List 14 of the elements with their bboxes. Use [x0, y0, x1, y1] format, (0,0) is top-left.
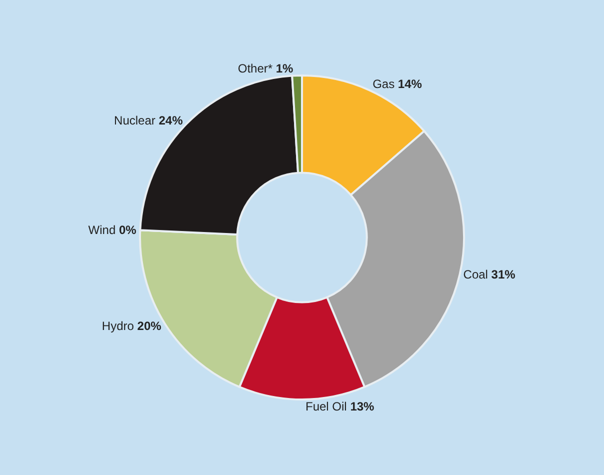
- category-label: Wind: [88, 223, 116, 238]
- slice-label: Nuclear: [114, 113, 156, 128]
- data-label: 20%: [137, 319, 162, 334]
- data-label: 1%: [276, 62, 294, 76]
- slice-label: Hydro: [102, 319, 134, 334]
- slice-label: Fuel Oil: [306, 400, 347, 414]
- slice-label: Gas: [372, 77, 395, 92]
- data-label: 13%: [350, 400, 375, 414]
- data-label: 14%: [398, 77, 422, 92]
- text: 0%: [118, 223, 136, 238]
- data-label: 24%: [158, 113, 184, 128]
- slice-label: Coal: [463, 268, 488, 282]
- data-label: 31%: [491, 268, 516, 282]
- slice-label: Other*: [238, 62, 273, 76]
